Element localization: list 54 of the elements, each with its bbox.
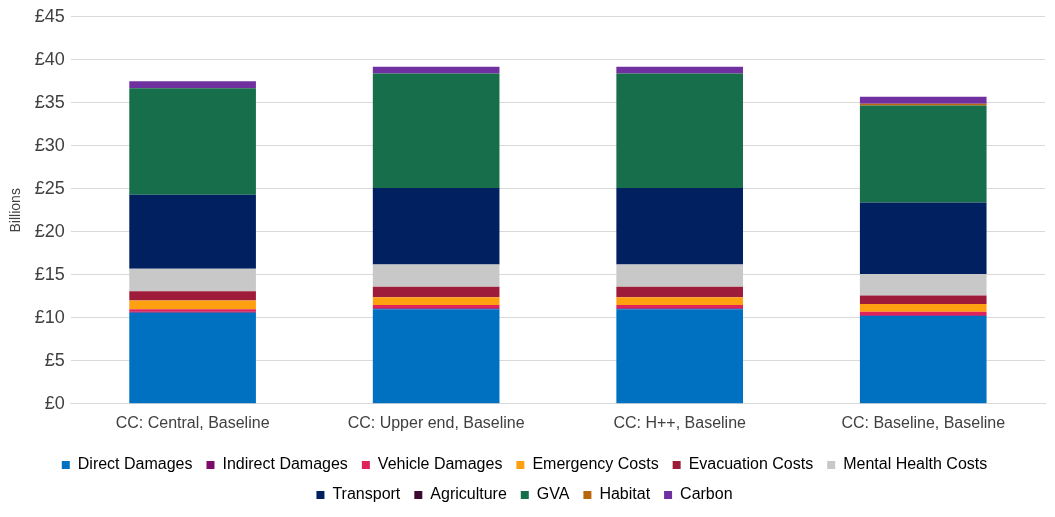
x-tick-label: CC: Upper end, Baseline bbox=[347, 413, 525, 431]
x-tick-label: CC: Baseline, Baseline bbox=[841, 413, 1006, 431]
legend-label: Indirect Damages bbox=[222, 455, 348, 473]
bar bbox=[372, 187, 500, 265]
bar bbox=[616, 309, 744, 404]
bar bbox=[859, 202, 987, 274]
bar bbox=[616, 286, 744, 298]
bar bbox=[616, 73, 744, 188]
y-tick-label: £0 bbox=[44, 392, 65, 413]
legend-label: Agriculture bbox=[430, 485, 507, 503]
bar bbox=[859, 273, 987, 296]
bar bbox=[616, 187, 744, 265]
y-tick-label: £5 bbox=[44, 349, 65, 370]
bar bbox=[859, 105, 987, 203]
legend-label: GVA bbox=[536, 485, 570, 503]
legend-label: Vehicle Damages bbox=[377, 455, 503, 473]
bar bbox=[616, 297, 744, 305]
bar bbox=[616, 264, 744, 287]
y-tick-label: £10 bbox=[34, 306, 65, 327]
legend-label: Transport bbox=[332, 485, 401, 503]
legend-label: Emergency Costs bbox=[532, 455, 659, 473]
bar bbox=[129, 312, 256, 404]
bar bbox=[372, 73, 500, 188]
x-tick-label: CC: Central, Baseline bbox=[115, 413, 270, 431]
x-tick-label: CC: H++, Baseline bbox=[613, 413, 747, 431]
legend-label: Direct Damages bbox=[77, 455, 193, 473]
bar bbox=[616, 66, 744, 74]
legend-label: Evacuation Costs bbox=[688, 455, 814, 473]
bar bbox=[859, 304, 987, 312]
bar bbox=[129, 268, 256, 292]
bar bbox=[859, 96, 987, 104]
legend-label: Carbon bbox=[680, 485, 733, 503]
bar bbox=[129, 81, 256, 89]
y-tick-label: £35 bbox=[34, 91, 65, 112]
y-tick-label: £40 bbox=[34, 48, 65, 69]
bar bbox=[129, 194, 256, 269]
bar bbox=[129, 300, 256, 310]
y-tick-label: £25 bbox=[34, 177, 65, 198]
bar bbox=[372, 297, 500, 305]
y-tick-label: £30 bbox=[34, 134, 65, 155]
legend-label: Habitat bbox=[599, 485, 651, 503]
y-tick-label: £20 bbox=[34, 220, 65, 241]
bar bbox=[129, 291, 256, 301]
bar bbox=[859, 316, 987, 404]
bar bbox=[129, 88, 256, 195]
bar bbox=[372, 286, 500, 298]
y-tick-label: £45 bbox=[34, 5, 65, 26]
bar bbox=[372, 264, 500, 287]
bar bbox=[372, 309, 500, 404]
bar bbox=[372, 66, 500, 74]
y-tick-label: £15 bbox=[34, 263, 65, 284]
legend-label: Mental Health Costs bbox=[843, 455, 988, 473]
bar bbox=[859, 295, 987, 305]
y-axis-title: Billions bbox=[7, 188, 24, 233]
